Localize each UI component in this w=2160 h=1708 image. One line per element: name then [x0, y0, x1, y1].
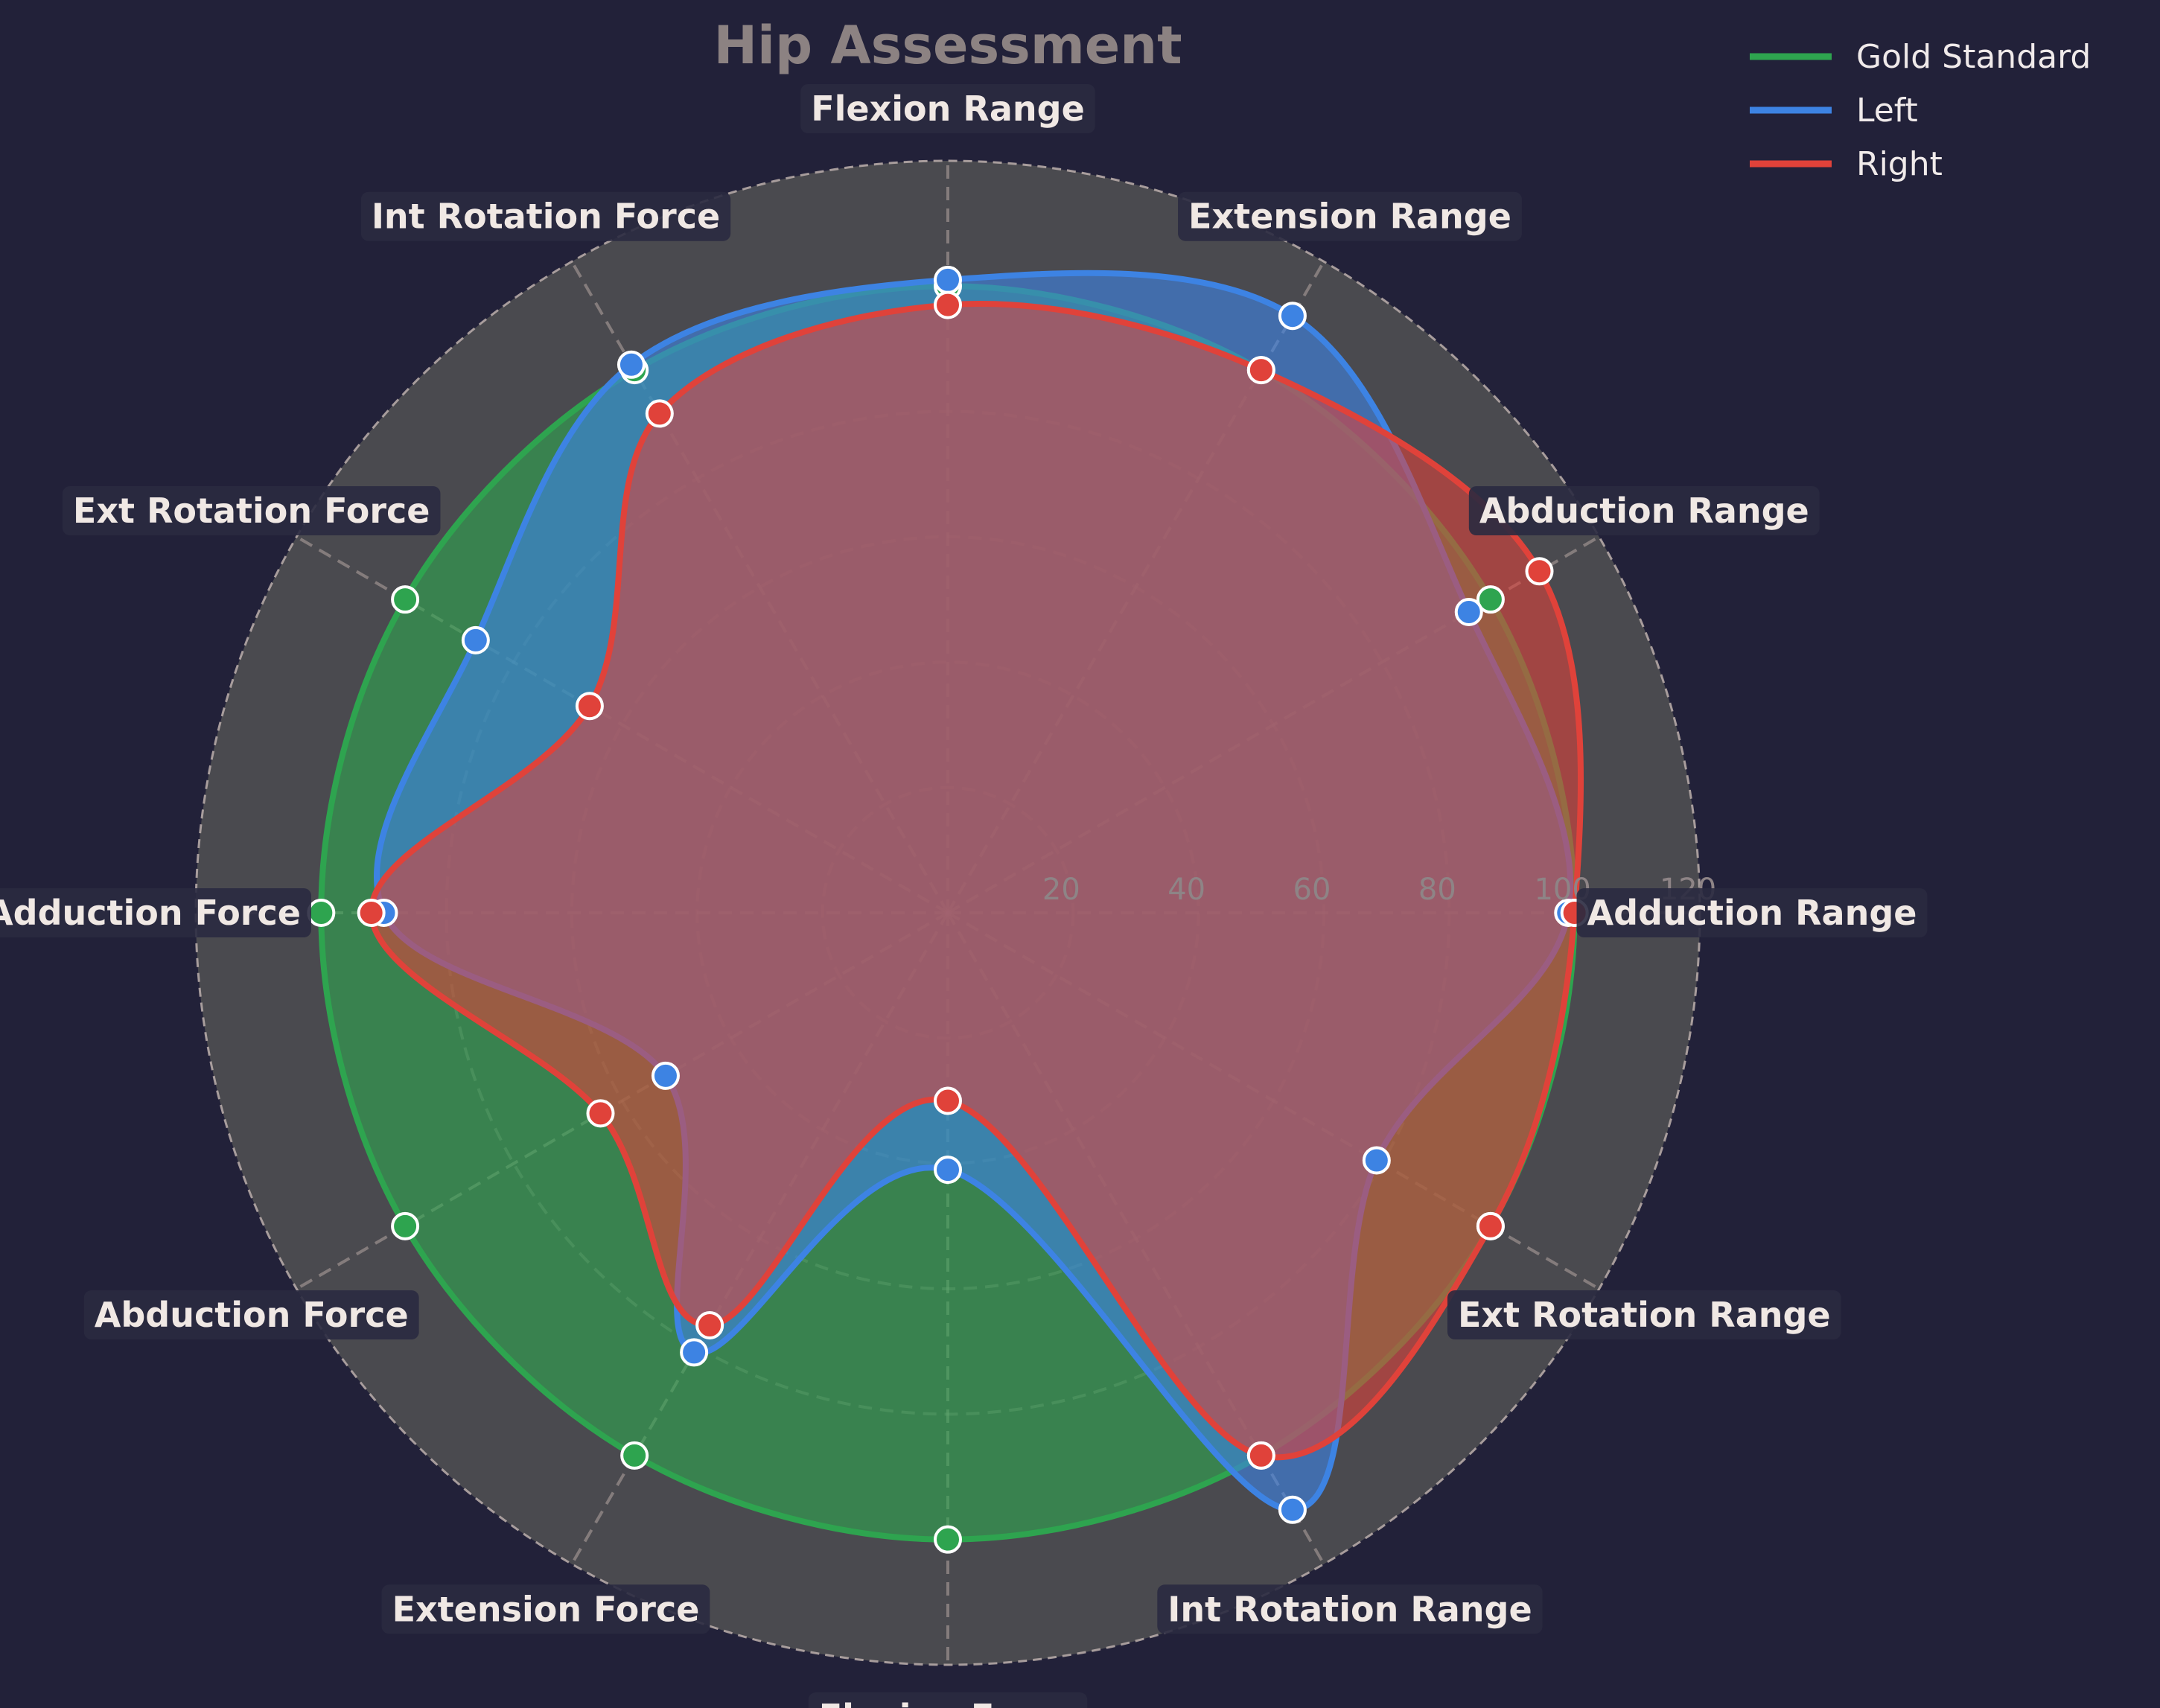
legend-label-right: Right	[1856, 145, 1943, 183]
axis-label-box	[1178, 191, 1522, 241]
axis-label-text: Flexion Force	[819, 1697, 1077, 1708]
point-right-flexion-range	[934, 290, 962, 319]
axis-label-box	[62, 486, 441, 535]
axis-label-text: Extension Range	[1188, 197, 1511, 237]
point-right-int-rotation-range	[1246, 1441, 1275, 1470]
point-left-ext-rotation-force	[461, 625, 490, 654]
point-gold-standard-extension-force	[620, 1441, 649, 1470]
axis-label-adduction-range: Adduction Range	[1576, 888, 1928, 937]
point-left-int-rotation-range	[1278, 1495, 1307, 1524]
axis-label-text: Ext Rotation Range	[1458, 1295, 1831, 1335]
axis-label-box	[381, 1584, 710, 1634]
axis-label-flexion-force: Flexion Force	[808, 1692, 1088, 1708]
legend-label-gold-standard: Gold Standard	[1856, 38, 2091, 76]
point-left-int-rotation-force	[617, 350, 646, 379]
axis-label-text: Ext Rotation Force	[73, 491, 430, 531]
point-gold-standard-abduction-range	[1476, 585, 1505, 614]
legend: Gold Standard Left Right	[1750, 38, 2091, 183]
series-area-right	[371, 304, 1581, 1458]
axis-label-text: Adduction Force	[0, 893, 301, 933]
axis-label-int-rotation-force: Int Rotation Force	[360, 191, 731, 241]
tick-label-80: 80	[1418, 873, 1456, 907]
point-gold-standard-ext-rotation-force	[391, 585, 420, 614]
point-left-extension-range	[1278, 302, 1307, 331]
axis-label-extension-range: Extension Range	[1178, 191, 1522, 241]
chart-title: Hip Assessment	[713, 15, 1182, 76]
axis-label-text: Int Rotation Force	[372, 197, 720, 237]
legend-label-left: Left	[1856, 92, 1918, 130]
point-right-abduction-force	[586, 1099, 615, 1128]
axis-label-box	[1576, 888, 1928, 937]
axis-label-flexion-range: Flexion Range	[800, 84, 1095, 133]
axis-label-adduction-force: Adduction Force	[0, 888, 311, 937]
axis-label-box	[83, 1290, 419, 1339]
point-left-flexion-force	[934, 1156, 962, 1185]
point-right-extension-force	[695, 1310, 724, 1339]
axis-label-extension-force: Extension Force	[381, 1584, 710, 1634]
point-right-int-rotation-force	[645, 399, 674, 428]
axis-label-text: Extension Force	[392, 1589, 700, 1629]
axis-label-text: Adduction Range	[1587, 893, 1917, 933]
point-gold-standard-abduction-force	[391, 1211, 420, 1240]
axis-label-box	[800, 84, 1095, 133]
axis-label-box	[808, 1692, 1088, 1708]
point-left-flexion-range	[934, 265, 962, 294]
point-right-ext-rotation-force	[575, 692, 604, 721]
axis-label-text: Int Rotation Range	[1167, 1589, 1532, 1629]
point-gold-standard-adduction-force	[307, 899, 336, 927]
axis-label-abduction-range: Abduction Range	[1468, 486, 1820, 535]
axis-label-int-rotation-range: Int Rotation Range	[1157, 1584, 1543, 1634]
point-right-extension-range	[1246, 356, 1275, 385]
point-left-abduction-range	[1454, 598, 1483, 626]
point-right-abduction-range	[1525, 557, 1554, 586]
point-left-abduction-force	[651, 1061, 680, 1090]
tick-label-60: 60	[1293, 873, 1331, 907]
point-left-extension-force	[680, 1338, 709, 1367]
axis-label-text: Flexion Range	[811, 89, 1085, 129]
axis-label-abduction-force: Abduction Force	[83, 1290, 419, 1339]
axis-label-ext-rotation-force: Ext Rotation Force	[62, 486, 441, 535]
point-left-ext-rotation-range	[1362, 1146, 1391, 1175]
tick-label-20: 20	[1042, 873, 1080, 907]
point-gold-standard-flexion-force	[934, 1525, 962, 1554]
point-right-flexion-force	[934, 1086, 962, 1115]
axis-label-box	[1157, 1584, 1543, 1634]
point-right-ext-rotation-range	[1476, 1211, 1505, 1240]
axis-label-box	[1468, 486, 1820, 535]
axis-label-ext-rotation-range: Ext Rotation Range	[1447, 1290, 1841, 1339]
axis-label-text: Abduction Force	[95, 1295, 409, 1335]
axis-label-text: Abduction Range	[1479, 491, 1809, 531]
point-right-adduction-force	[357, 899, 386, 927]
axis-label-box	[360, 191, 731, 241]
tick-label-40: 40	[1167, 873, 1205, 907]
axis-label-box	[1447, 1290, 1841, 1339]
axis-label-box	[0, 888, 311, 937]
